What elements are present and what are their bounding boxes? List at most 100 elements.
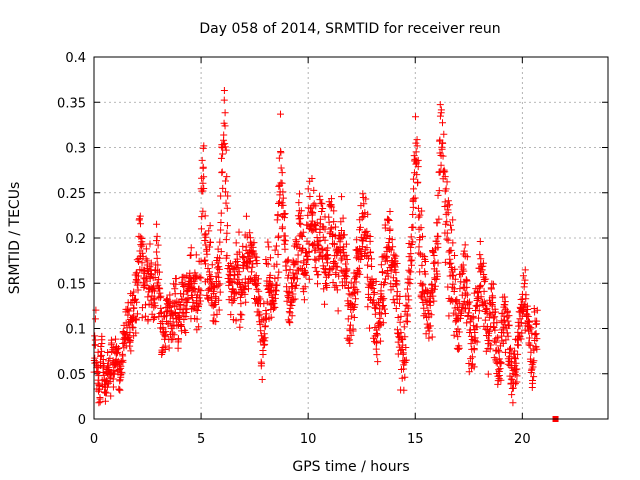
data-point	[168, 310, 176, 318]
data-point	[98, 332, 106, 340]
data-point	[133, 256, 141, 264]
y-tick-label: 0.1	[65, 323, 86, 338]
y-tick-label: 0.05	[57, 368, 86, 383]
data-point	[367, 248, 375, 256]
data-point	[151, 302, 159, 310]
data-point	[213, 310, 221, 318]
data-point	[124, 306, 132, 314]
data-point	[372, 278, 380, 286]
data-point	[456, 285, 464, 293]
data-point	[381, 224, 389, 232]
x-axis-label: GPS time / hours	[292, 459, 409, 475]
data-point	[455, 299, 463, 307]
data-point	[508, 391, 516, 399]
data-point	[333, 286, 341, 294]
data-point	[393, 260, 401, 268]
data-point	[403, 312, 411, 320]
data-point	[466, 298, 474, 306]
data-point	[436, 112, 444, 120]
data-point	[445, 201, 453, 209]
data-point	[407, 257, 415, 265]
data-point	[216, 288, 224, 296]
data-point	[476, 238, 484, 246]
data-point	[459, 261, 467, 269]
data-point	[421, 296, 429, 304]
data-point	[351, 301, 359, 309]
data-point	[282, 237, 290, 245]
data-point	[482, 306, 490, 314]
data-point	[199, 144, 207, 152]
data-point	[304, 256, 312, 264]
data-point	[217, 226, 225, 234]
data-point	[333, 263, 341, 271]
data-point	[215, 306, 223, 314]
data-point	[342, 240, 350, 248]
data-point	[387, 246, 395, 254]
data-point	[327, 225, 335, 233]
data-point	[530, 357, 538, 365]
data-point	[91, 341, 99, 349]
data-point	[305, 240, 313, 248]
data-point	[497, 359, 505, 367]
data-point	[223, 222, 231, 230]
data-point	[440, 130, 448, 138]
plot-frame	[93, 56, 609, 420]
y-tick-label: 0.35	[57, 96, 86, 111]
data-point	[327, 195, 335, 203]
data-point	[222, 146, 230, 154]
data-point	[337, 218, 345, 226]
data-point	[156, 310, 164, 318]
data-point	[409, 210, 417, 218]
data-point	[444, 209, 452, 217]
chart-title: Day 058 of 2014, SRMTID for receiver reu…	[199, 21, 500, 37]
data-point	[94, 348, 102, 356]
data-point	[358, 243, 366, 251]
data-point	[496, 358, 504, 366]
data-point	[294, 240, 302, 248]
data-point	[165, 344, 173, 352]
data-point	[172, 275, 180, 283]
data-point	[259, 347, 267, 355]
data-point	[223, 204, 231, 212]
data-point	[301, 283, 309, 291]
data-point	[291, 295, 299, 303]
data-point	[421, 253, 429, 261]
data-point	[414, 178, 422, 186]
data-point	[337, 227, 345, 235]
data-point	[223, 252, 231, 260]
data-point	[324, 244, 332, 252]
data-point	[491, 305, 499, 313]
data-point	[347, 321, 355, 329]
data-point	[455, 344, 463, 352]
data-point	[476, 251, 484, 259]
data-point	[273, 260, 281, 268]
data-point	[266, 274, 274, 282]
data-point	[248, 263, 256, 271]
data-point	[489, 323, 497, 331]
data-point	[199, 179, 207, 187]
data-point	[330, 240, 338, 248]
data-point	[294, 258, 302, 266]
data-point	[258, 376, 266, 384]
data-point	[253, 285, 261, 293]
data-point	[277, 164, 285, 172]
data-point	[221, 109, 229, 117]
data-point	[513, 378, 521, 386]
data-point	[255, 312, 263, 320]
data-point	[125, 307, 133, 315]
data-point	[393, 281, 401, 289]
data-point	[236, 293, 244, 301]
data-point	[242, 212, 250, 220]
data-point	[509, 399, 517, 407]
data-point	[246, 274, 254, 282]
data-point	[91, 315, 99, 323]
data-point	[245, 258, 253, 266]
data-point	[292, 270, 300, 278]
data-point	[313, 233, 321, 241]
data-point	[305, 275, 313, 283]
data-point	[141, 301, 149, 309]
data-point	[240, 254, 248, 262]
data-point	[457, 309, 465, 317]
data-point	[196, 297, 204, 305]
data-point	[98, 340, 106, 348]
